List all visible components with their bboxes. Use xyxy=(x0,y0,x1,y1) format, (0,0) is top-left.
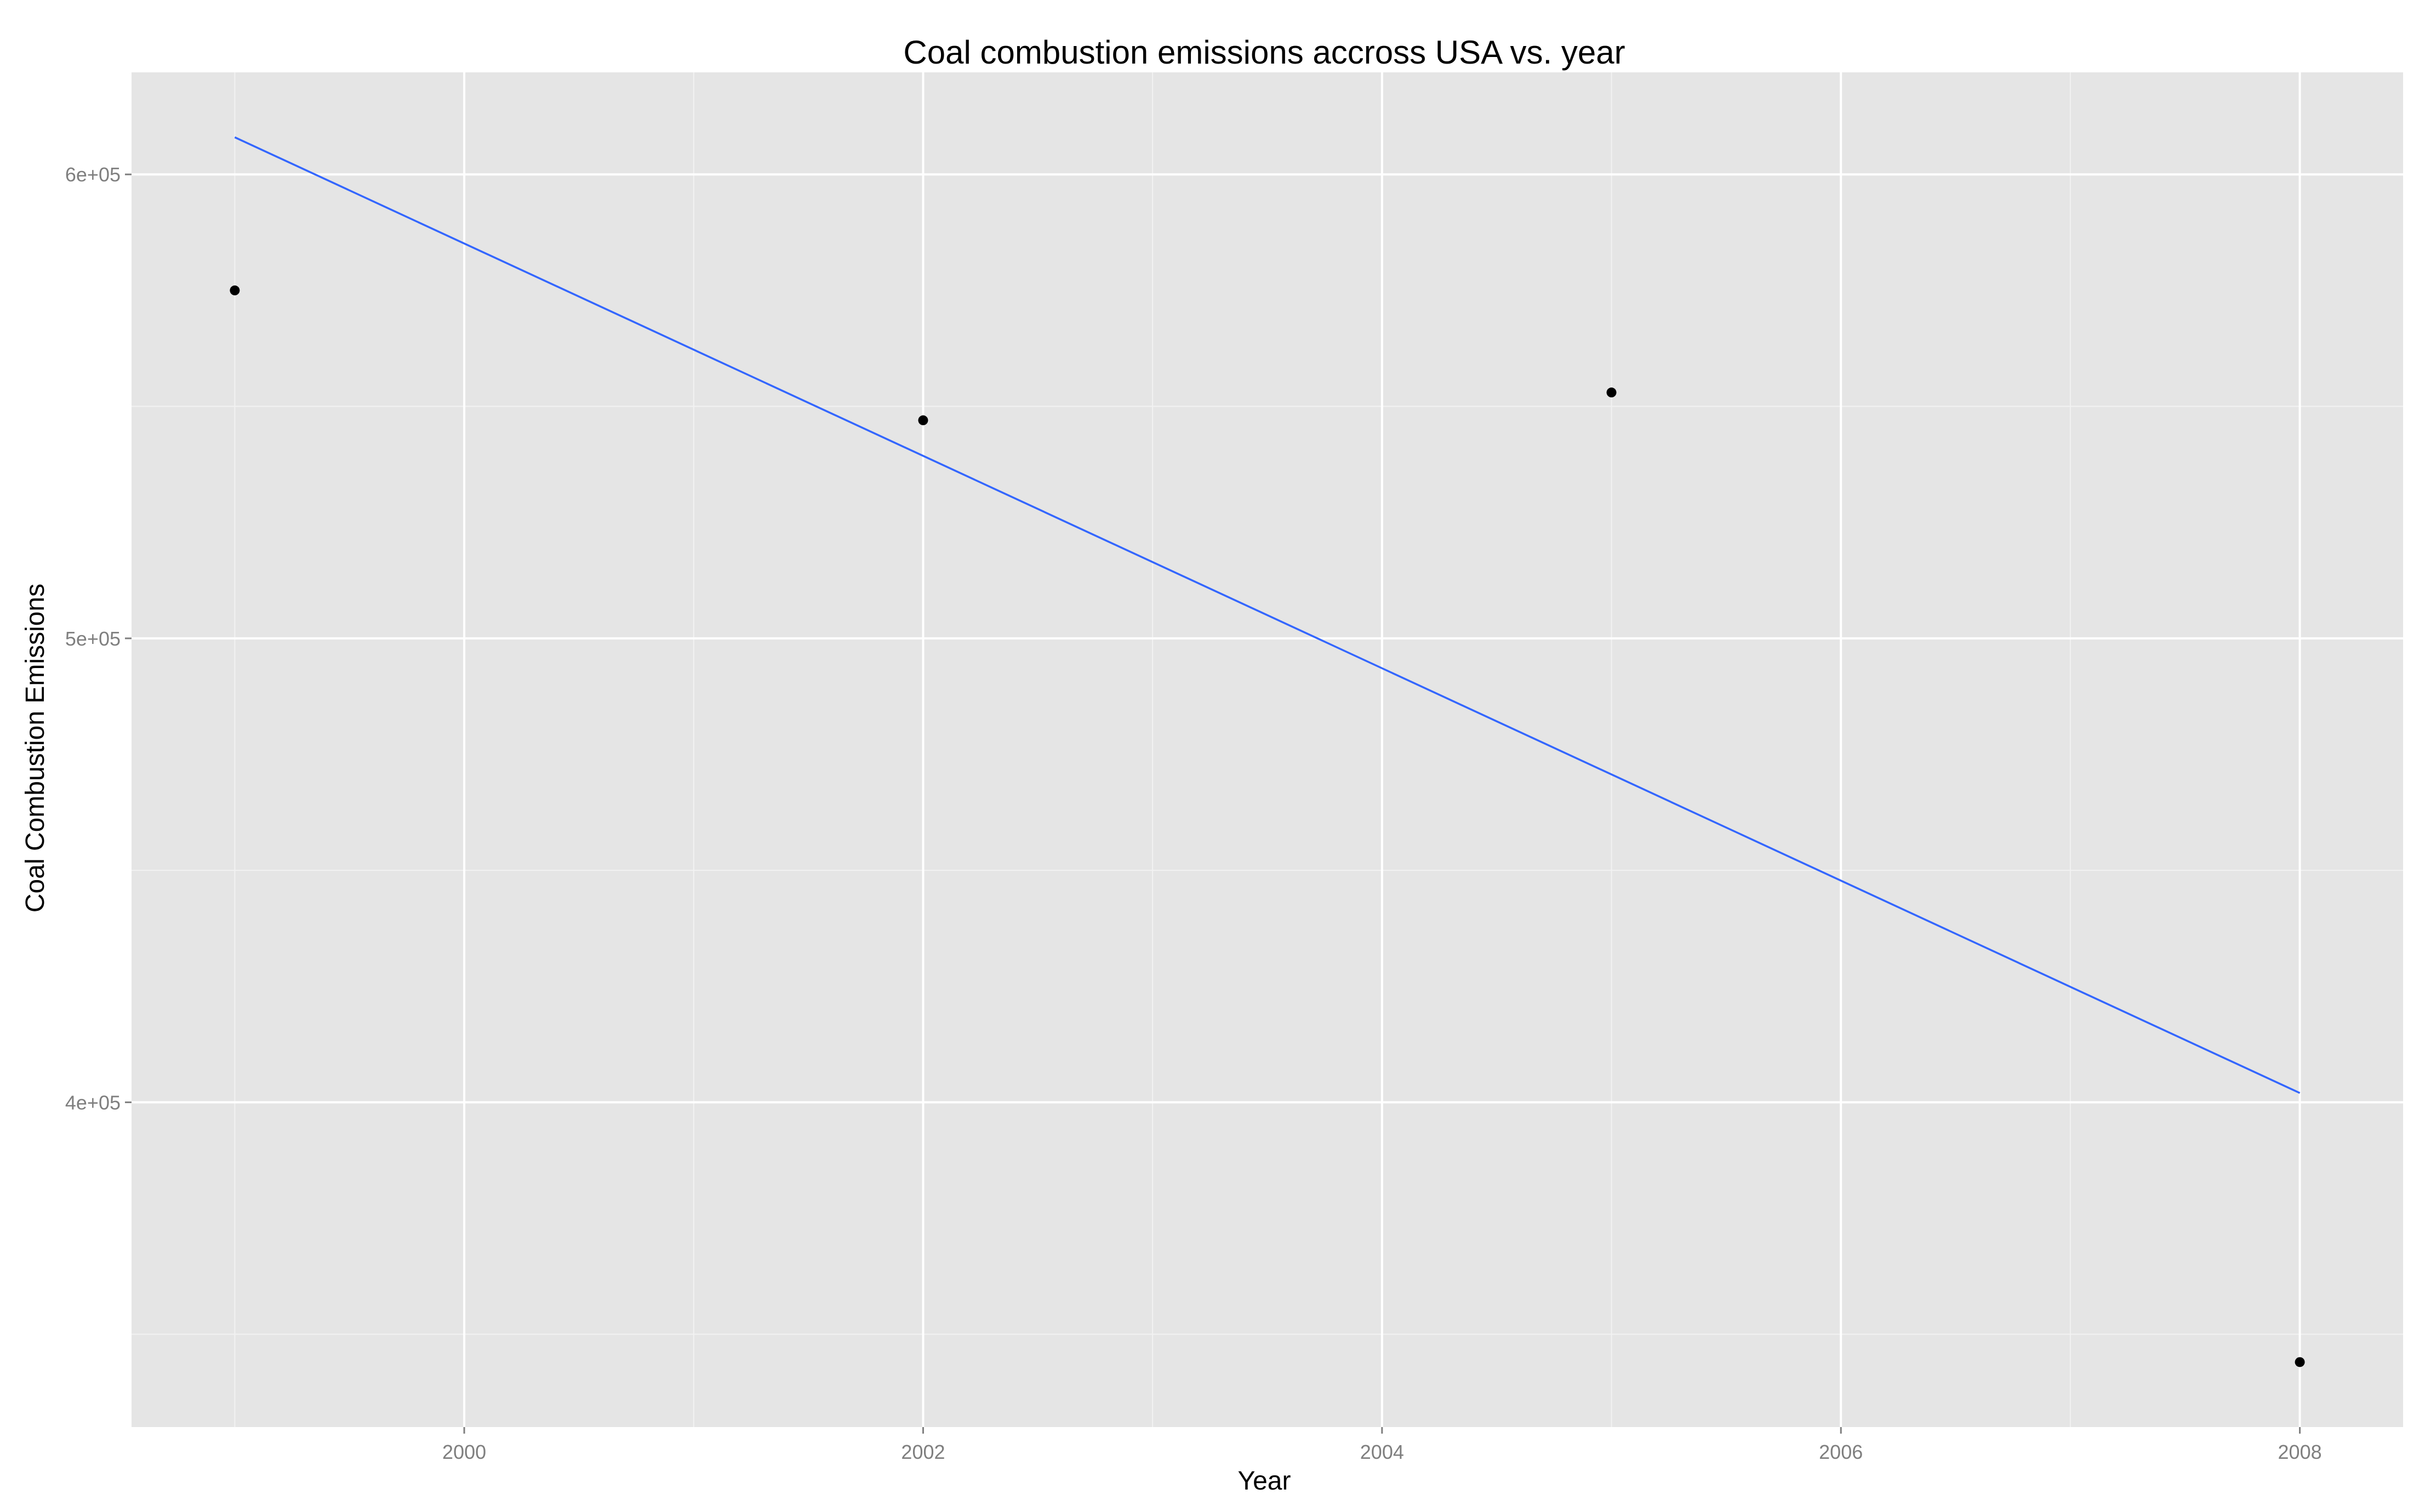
data-point xyxy=(918,415,928,425)
chart-title: Coal combustion emissions accross USA vs… xyxy=(903,34,1625,71)
data-point xyxy=(230,285,240,295)
x-tick-label: 2002 xyxy=(901,1441,945,1463)
y-axis-title: Coal Combustion Emissions xyxy=(21,584,50,912)
x-axis-title: Year xyxy=(1238,1467,1291,1496)
trend-line xyxy=(234,136,2301,1094)
y-axis: 4e+05 5e+05 6e+05 xyxy=(65,163,132,1114)
x-tick-label: 2004 xyxy=(1360,1441,1404,1463)
minor-grid xyxy=(132,72,2403,1427)
y-tick-label: 5e+05 xyxy=(65,627,121,650)
plot-panel xyxy=(132,72,2403,1427)
x-axis: 2000 2002 2004 2006 2008 xyxy=(442,1427,2322,1463)
x-tick-label: 2006 xyxy=(1819,1441,1863,1463)
major-grid xyxy=(132,72,2403,1427)
y-tick-label: 6e+05 xyxy=(65,163,121,186)
data-point xyxy=(1606,387,1617,398)
y-tick-label: 4e+05 xyxy=(65,1091,121,1114)
trend-layer xyxy=(234,136,2301,1094)
points-layer xyxy=(230,285,2305,1367)
x-tick-label: 2000 xyxy=(442,1441,486,1463)
x-tick-label: 2008 xyxy=(2278,1441,2322,1463)
data-point xyxy=(2295,1357,2305,1367)
